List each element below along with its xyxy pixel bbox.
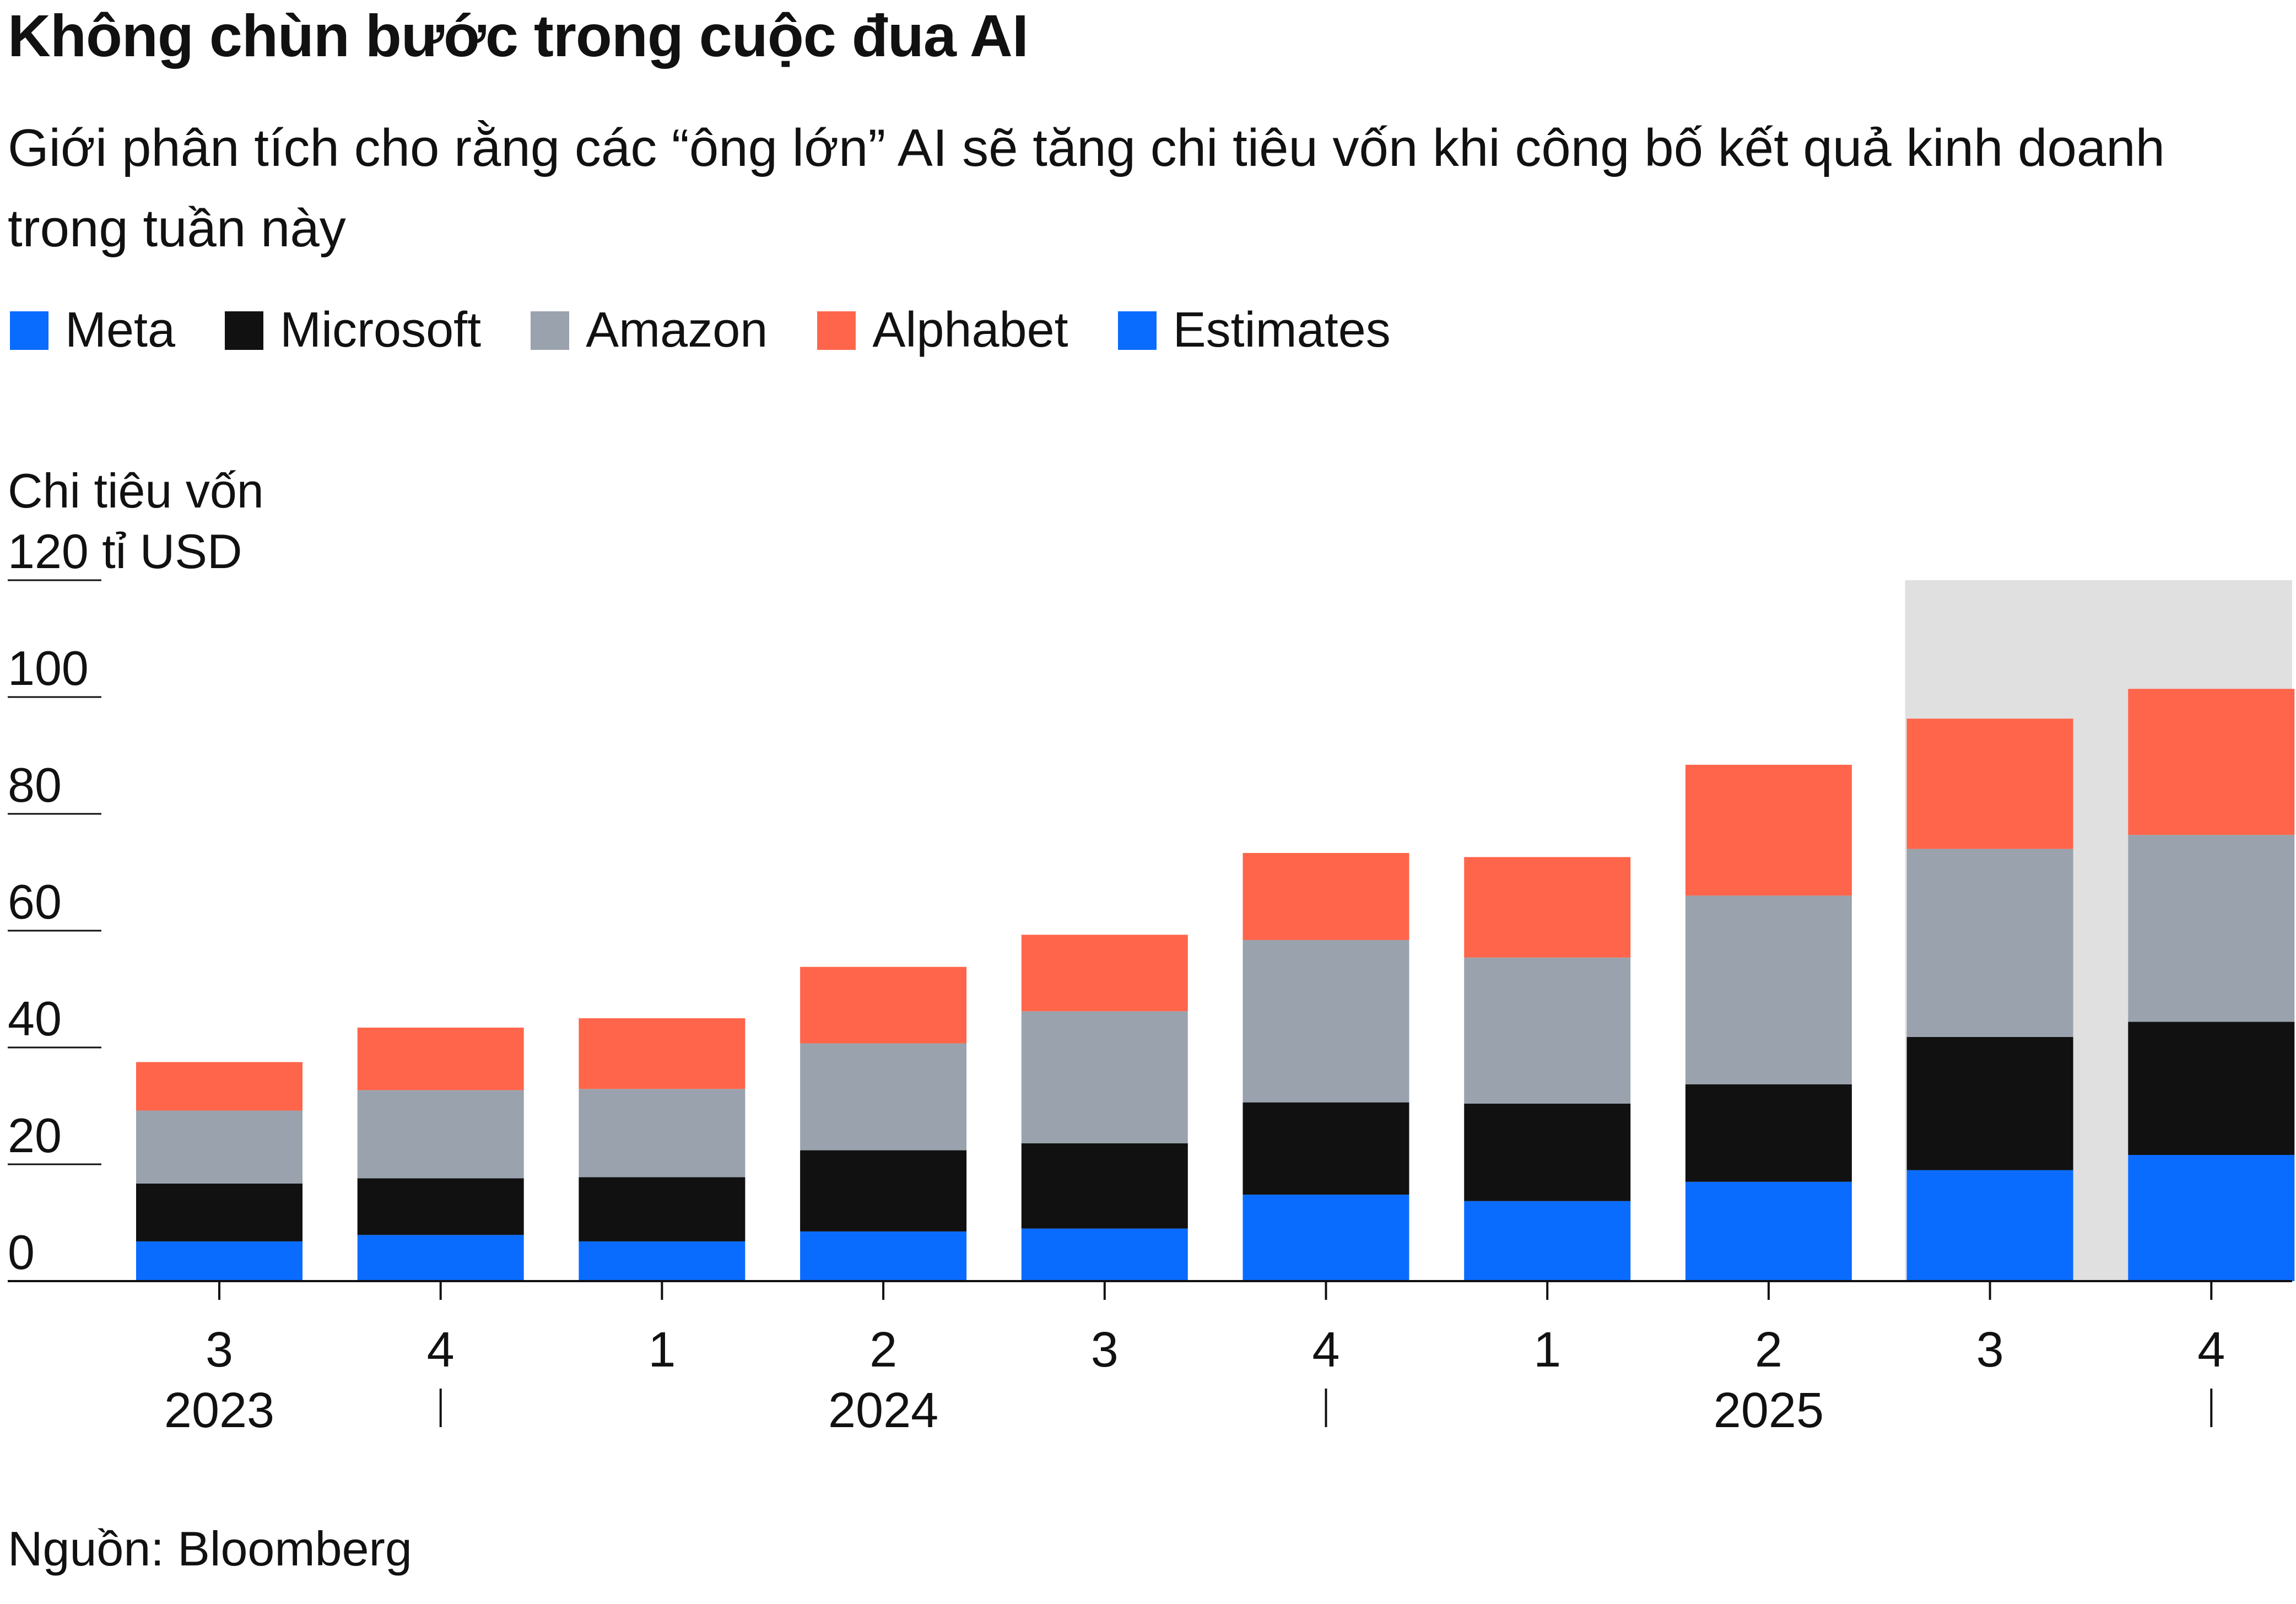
- x-tick-label: 3: [1091, 1322, 1119, 1378]
- x-tick-label: 1: [1533, 1322, 1561, 1378]
- bar-alphabet-1: [136, 1062, 302, 1111]
- bar-amazon-4: [800, 1043, 967, 1151]
- x-tick-label: 3: [206, 1322, 233, 1378]
- bar-alphabet-8: [1685, 764, 1852, 896]
- legend-label-meta: Meta: [65, 303, 176, 358]
- legend-item-microsoft: Microsoft: [225, 302, 481, 359]
- bar-amazon-9: [1906, 849, 2073, 1037]
- bar-microsoft-10: [2128, 1022, 2295, 1155]
- legend-label-alphabet: Alphabet: [872, 303, 1068, 358]
- bar-meta-5: [1021, 1228, 1188, 1281]
- bar-microsoft-3: [579, 1177, 745, 1241]
- legend-item-estimates: Estimates: [1117, 302, 1391, 359]
- chart-title: Không chùn bước trong cuộc đua AI: [8, 2, 1029, 69]
- legend: Meta Microsoft Amazon Alphabet Estimates: [10, 302, 1440, 359]
- bar-meta-7: [1464, 1201, 1631, 1281]
- x-year-label: 2023: [164, 1383, 274, 1438]
- legend-swatch-estimates: [1117, 311, 1157, 350]
- y-tick-label: 40: [8, 991, 62, 1046]
- x-year-label: 2025: [1714, 1383, 1824, 1438]
- bar-microsoft-7: [1464, 1103, 1631, 1201]
- bar-amazon-7: [1464, 957, 1631, 1104]
- bar-meta-4: [800, 1231, 967, 1281]
- bar-amazon-3: [579, 1089, 745, 1178]
- bar-meta-2: [357, 1235, 524, 1281]
- bar-alphabet-10: [2128, 689, 2295, 835]
- bar-alphabet-4: [800, 966, 967, 1044]
- source-note: Nguồn: Bloomberg: [8, 1521, 412, 1576]
- bar-microsoft-9: [1906, 1036, 2073, 1170]
- legend-item-alphabet: Alphabet: [817, 302, 1068, 359]
- bar-amazon-5: [1021, 1011, 1188, 1143]
- x-tick-label: 4: [1312, 1322, 1339, 1378]
- x-tick-label: 2: [869, 1322, 897, 1378]
- legend-label-amazon: Amazon: [586, 303, 768, 358]
- bar-meta-3: [579, 1241, 745, 1281]
- bar-amazon-1: [136, 1110, 302, 1184]
- bar-microsoft-8: [1685, 1084, 1852, 1182]
- bar-amazon-10: [2128, 835, 2295, 1022]
- bar-alphabet-2: [357, 1027, 524, 1090]
- y-tick-label: 80: [8, 758, 62, 812]
- legend-item-meta: Meta: [10, 302, 175, 359]
- legend-swatch-alphabet: [817, 311, 856, 350]
- y-tick-label: 60: [8, 874, 62, 929]
- bar-meta-1: [136, 1241, 302, 1281]
- legend-label-microsoft: Microsoft: [280, 303, 482, 358]
- y-axis-title: Chi tiêu vốn: [8, 463, 264, 518]
- x-tick-label: 1: [648, 1322, 676, 1378]
- chart-subtitle: Giới phân tích cho rằng các “ông lớn” AI…: [8, 118, 2165, 258]
- bar-meta-10: [2128, 1155, 2295, 1281]
- bar-amazon-8: [1685, 895, 1852, 1084]
- y-axis-unit-label: 120 tỉ USD: [8, 524, 242, 579]
- y-tick-label: 0: [8, 1225, 35, 1279]
- legend-item-amazon: Amazon: [531, 302, 768, 359]
- bar-meta-9: [1906, 1170, 2073, 1281]
- y-tick-label: 20: [8, 1108, 62, 1163]
- bar-microsoft-2: [357, 1178, 524, 1235]
- y-tick-label: 100: [8, 641, 89, 695]
- legend-swatch-amazon: [531, 311, 570, 350]
- bar-alphabet-9: [1906, 719, 2073, 849]
- bar-microsoft-5: [1021, 1143, 1188, 1229]
- legend-swatch-meta: [10, 311, 48, 350]
- legend-label-estimates: Estimates: [1173, 303, 1391, 358]
- bar-meta-8: [1685, 1181, 1852, 1281]
- legend-swatch-microsoft: [225, 311, 264, 350]
- bar-microsoft-1: [136, 1183, 302, 1241]
- x-tick-label: 4: [2197, 1322, 2225, 1378]
- bar-microsoft-6: [1242, 1102, 1409, 1195]
- bar-alphabet-7: [1464, 857, 1631, 958]
- bar-alphabet-3: [579, 1018, 745, 1089]
- bar-meta-6: [1242, 1195, 1409, 1281]
- bar-alphabet-6: [1242, 853, 1409, 940]
- x-tick-label: 4: [427, 1322, 455, 1378]
- bar-amazon-6: [1242, 939, 1409, 1103]
- x-tick-label: 3: [1976, 1322, 2004, 1378]
- x-tick-label: 2: [1755, 1322, 1782, 1378]
- bar-amazon-2: [357, 1090, 524, 1179]
- x-year-label: 2024: [828, 1383, 938, 1438]
- bar-alphabet-5: [1021, 935, 1188, 1012]
- bar-microsoft-4: [800, 1150, 967, 1232]
